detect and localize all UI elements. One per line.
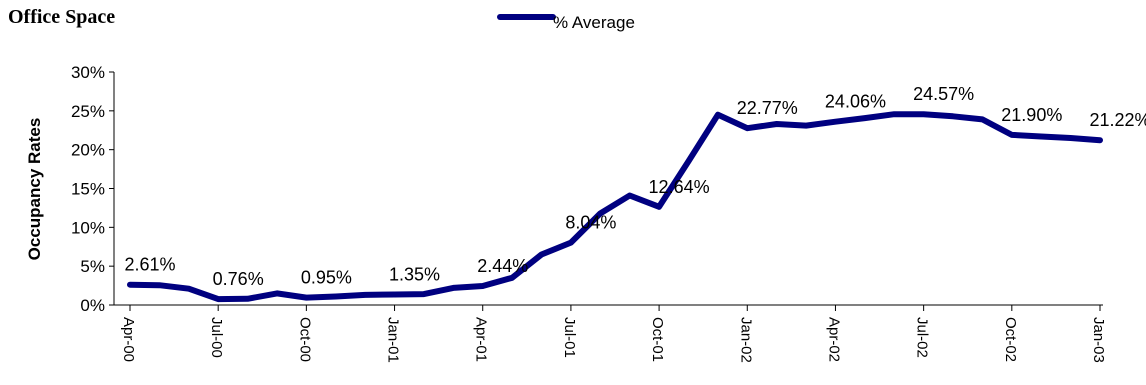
x-tick-label: Apr-00 [120,317,137,362]
data-label: 21.22% [1089,110,1146,130]
data-label: 2.44% [477,256,528,276]
data-label: 1.35% [389,265,440,285]
data-label: 0.95% [301,268,352,288]
x-tick-label: Oct-02 [1002,317,1019,362]
x-tick-label: Oct-01 [649,317,666,362]
x-tick-label: Jan-02 [737,317,754,363]
data-label: 22.77% [737,98,798,118]
x-tick-label: Jan-03 [1090,317,1107,363]
series-line [127,111,1103,303]
y-tick-label: 25% [71,102,105,121]
data-label: 0.76% [213,269,264,289]
data-label: 8.04% [565,213,616,233]
y-tick-label: 0% [80,296,105,315]
chart-title: Office Space [8,6,116,28]
x-tick-label: Apr-02 [825,317,842,362]
x-tick-label: Jan-01 [385,317,402,363]
data-label: 2.61% [124,255,175,275]
legend: % Average [497,13,635,32]
x-axis-ticks: Apr-00 Jul-00 Oct-00 Jan-01 Apr-01 Jul-01 Oct-… [120,305,1107,363]
y-tick-label: 30% [71,63,105,82]
y-tick-label: 15% [71,180,105,199]
x-tick-label: Jul-01 [561,317,578,358]
y-tick-label: 5% [80,257,105,276]
data-label: 24.57% [913,84,974,104]
x-tick-label: Oct-00 [296,317,313,362]
y-tick-label: 10% [71,218,105,237]
legend-label: % Average [553,13,635,32]
data-label: 24.06% [825,92,886,112]
y-axis-label: Occupancy Rates [25,118,44,261]
x-tick-label: Jul-02 [914,317,931,358]
data-label: 12.64% [649,177,710,197]
x-tick-label: Apr-01 [473,317,490,362]
x-tick-label: Jul-00 [208,317,225,358]
data-label: 21.90% [1001,105,1062,125]
series-group [127,111,1103,303]
y-axis-ticks: 0% 5% 10% 15% 20% 25% 30% [71,63,114,315]
data-labels: 2.61% 0.76% 0.95% 1.35% 2.44% 8.04% 12.64% 22.7… [124,84,1146,289]
y-tick-label: 20% [71,141,105,160]
